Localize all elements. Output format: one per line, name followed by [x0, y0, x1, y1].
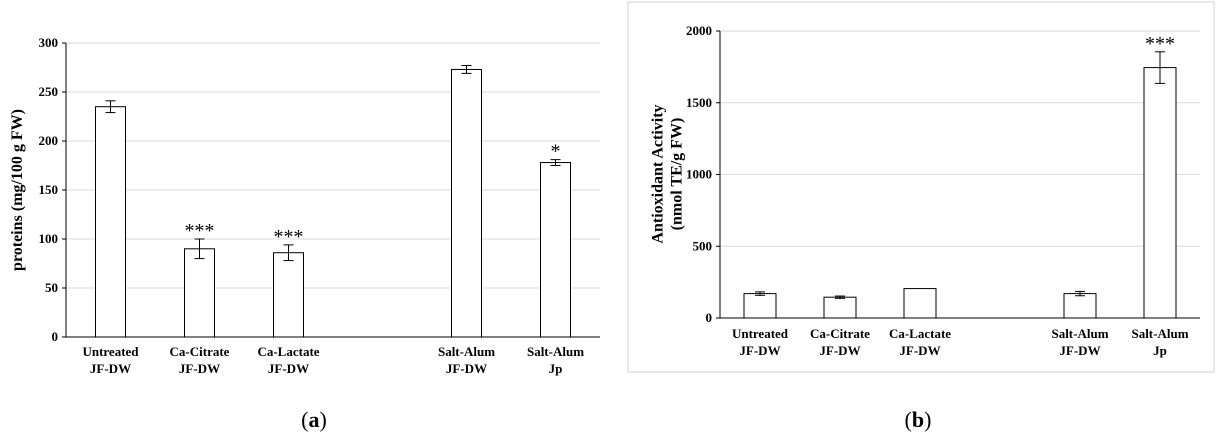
y-tick-label: 0: [52, 329, 59, 344]
y-tick-label: 1000: [686, 167, 712, 182]
category-label: JF-DW: [179, 361, 220, 376]
bar: [540, 162, 571, 338]
category-label: Jp: [549, 361, 563, 376]
bar: [451, 68, 482, 338]
significance-label: ***: [185, 220, 215, 242]
y-tick-label: 150: [39, 182, 59, 197]
chart-a: 0 50 100 150 200 250 300 Untreated JF-DW *** Ca-Ci…: [9, 35, 600, 376]
panel-label-b: (b): [905, 407, 932, 432]
y-axis-label: (nmol TE/g FW): [669, 118, 686, 231]
category-label: JF-DW: [446, 361, 487, 376]
chart-b: 0 500 1000 1500 2000 Untreated JF-DW Ca-Citrate…: [650, 23, 1200, 358]
category-label: Untreated: [732, 326, 789, 341]
y-tick-label: 2000: [686, 23, 712, 38]
y-tick-label: 500: [693, 238, 713, 253]
category-label: Salt-Alum: [527, 344, 584, 359]
y-tick-label: 100: [39, 231, 59, 246]
panel-label-a: (a): [301, 407, 327, 432]
category-label: Ca-Citrate: [810, 326, 870, 341]
y-tick-label: 50: [45, 280, 58, 295]
category-label: JF-DW: [739, 343, 780, 358]
category-label: JF-DW: [90, 361, 131, 376]
category-label: Salt-Alum: [438, 344, 495, 359]
bar: [1063, 293, 1097, 319]
bar: [95, 106, 126, 338]
panel-label-b-letter: b: [912, 407, 924, 432]
panel-label-a-letter: a: [309, 407, 320, 432]
category-label: JF-DW: [819, 343, 860, 358]
bar: [743, 293, 777, 319]
bar: [273, 252, 304, 338]
category-label: JF-DW: [899, 343, 940, 358]
category-label: Ca-Lactate: [257, 344, 319, 359]
bar: [184, 248, 215, 338]
y-tick-label: 1500: [686, 95, 712, 110]
category-label: Untreated: [82, 344, 139, 359]
significance-label: ***: [274, 226, 304, 248]
bar: [903, 288, 937, 319]
category-label: JF-DW: [1059, 343, 1100, 358]
significance-label: *: [551, 141, 561, 163]
category-label: Ca-Lactate: [889, 326, 951, 341]
category-label: Ca-Citrate: [170, 344, 230, 359]
bar: [823, 296, 857, 319]
panel-b-frame: [627, 1, 1215, 373]
significance-label: ***: [1145, 33, 1175, 55]
y-axis-label: Antioxidant Activity: [650, 104, 667, 243]
category-label: Salt-Alum: [1131, 326, 1188, 341]
category-label: Jp: [1153, 343, 1167, 358]
bar: [1143, 67, 1177, 319]
y-tick-label: 300: [39, 35, 59, 50]
y-tick-label: 250: [39, 84, 59, 99]
y-tick-label: 0: [706, 310, 713, 325]
y-tick-label: 200: [39, 133, 59, 148]
category-label: Salt-Alum: [1051, 326, 1108, 341]
y-axis-label: proteins (mg/100 g FW): [9, 109, 26, 271]
category-label: JF-DW: [268, 361, 309, 376]
